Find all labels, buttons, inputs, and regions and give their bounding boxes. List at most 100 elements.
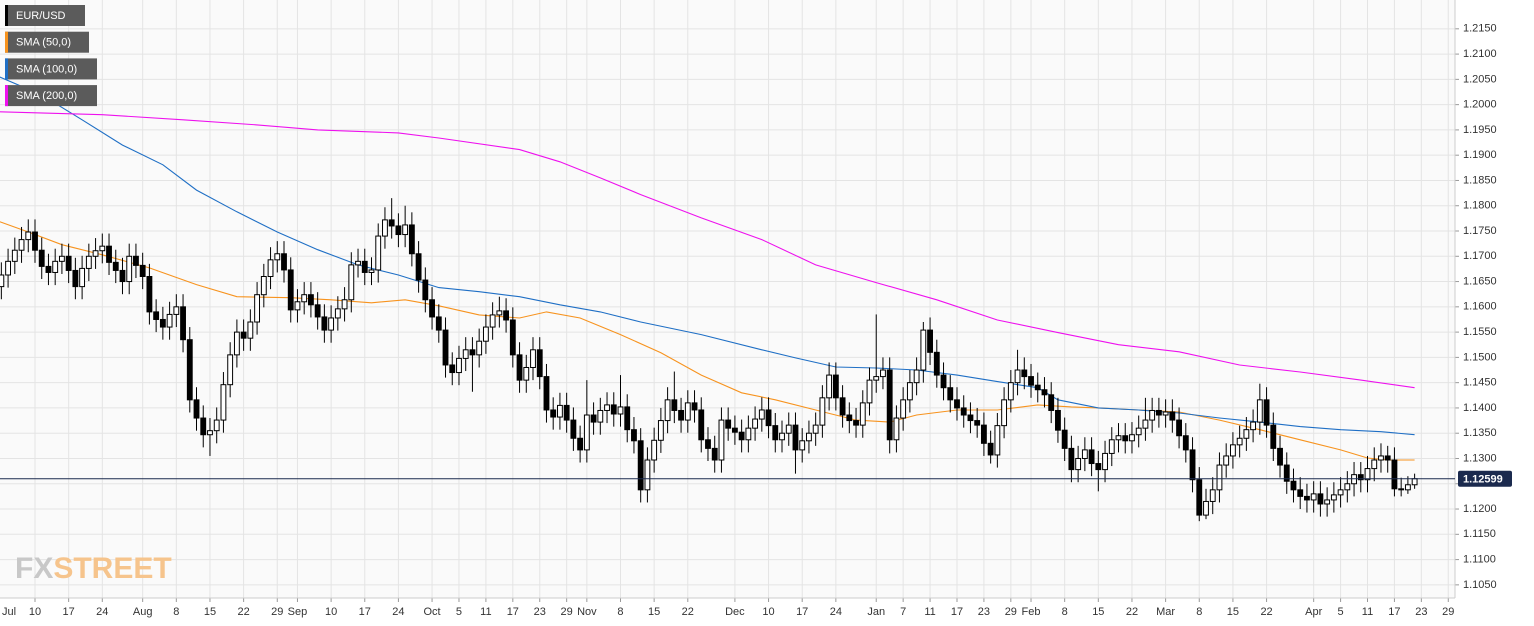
candle	[1398, 477, 1405, 497]
x-tick-label: 17	[796, 606, 808, 618]
candle-body	[920, 329, 927, 371]
candle	[496, 296, 503, 328]
x-tick-label: 22	[1126, 606, 1138, 618]
legend-box	[5, 31, 89, 53]
y-tick-label: 1.2150	[1463, 23, 1497, 35]
candle-body	[334, 308, 341, 319]
candle-body	[583, 414, 590, 451]
candle-body	[1384, 455, 1391, 461]
candle	[1216, 452, 1223, 503]
candle	[678, 397, 684, 433]
candle	[725, 407, 732, 441]
candle-body	[597, 409, 604, 423]
x-tick-label: 29	[561, 606, 573, 618]
candle-body	[1021, 369, 1028, 378]
candle-body	[233, 331, 240, 356]
candle-body	[1014, 369, 1021, 384]
candle	[1304, 483, 1310, 513]
candle	[792, 412, 799, 474]
candle	[752, 406, 759, 441]
candle-body	[153, 311, 160, 320]
candle	[960, 395, 967, 428]
candle-body	[617, 406, 624, 415]
candle	[92, 238, 99, 269]
candle-body	[301, 294, 308, 303]
candle	[1122, 423, 1129, 454]
legend-label: SMA (200,0)	[16, 90, 77, 102]
candle-body	[731, 427, 738, 433]
candle-body	[1330, 494, 1337, 501]
candle	[119, 257, 126, 295]
candle-body	[604, 404, 610, 411]
x-tick-label: 17	[63, 606, 75, 618]
current-price-label: 1.12599	[1463, 474, 1503, 486]
candle	[1250, 409, 1257, 443]
candle	[382, 207, 388, 249]
candle-body	[85, 255, 92, 269]
candle-body	[906, 382, 913, 401]
candle-body	[1404, 484, 1411, 491]
x-tick-label: 17	[951, 606, 963, 618]
candle	[516, 342, 523, 393]
candle-body	[530, 349, 536, 368]
y-tick-label: 1.2000	[1463, 99, 1497, 111]
candle-body	[1048, 394, 1055, 411]
candle	[72, 257, 79, 300]
candle	[233, 319, 240, 368]
candle	[980, 412, 987, 456]
candle	[711, 435, 718, 473]
x-tick-label: Jan	[867, 606, 885, 618]
candle-body	[1142, 419, 1149, 429]
candle	[180, 294, 186, 353]
candle	[281, 241, 287, 283]
candle-body	[368, 269, 375, 273]
candle-body	[987, 442, 994, 456]
candle-body	[563, 404, 570, 421]
candle-body	[853, 420, 859, 426]
candle	[1209, 477, 1216, 515]
candle	[617, 375, 624, 427]
candle-body	[1061, 429, 1068, 449]
candle	[812, 412, 819, 446]
legend: EUR/USD SMA (50,0) SMA (100,0) SMA (200,0)	[5, 5, 97, 107]
candle-body	[570, 419, 577, 439]
candle-body	[927, 329, 933, 353]
candle-body	[1398, 488, 1405, 491]
candle-body	[213, 419, 220, 432]
candle	[503, 298, 510, 333]
candle	[604, 392, 610, 424]
candle	[657, 407, 664, 453]
candle	[1297, 477, 1304, 510]
candle	[79, 255, 86, 300]
candle	[321, 304, 328, 343]
candle	[85, 243, 92, 282]
candle	[1061, 417, 1068, 462]
candle-body	[806, 432, 812, 442]
candle-body	[671, 399, 678, 411]
candle	[368, 257, 375, 286]
x-tick-label: 15	[648, 606, 660, 618]
candle-body	[792, 424, 799, 451]
x-tick-label: 24	[96, 606, 108, 618]
candle	[799, 428, 806, 463]
candle	[758, 397, 765, 432]
candle-body	[832, 374, 839, 399]
legend-item: SMA (100,0)	[5, 58, 97, 80]
candle	[476, 328, 483, 368]
candle-body	[960, 407, 967, 416]
candle	[880, 357, 886, 390]
candle-body	[462, 349, 469, 359]
candle	[58, 243, 65, 274]
candle-body	[1176, 419, 1182, 437]
candle	[731, 415, 738, 445]
candle-body	[126, 255, 133, 283]
candle-body	[880, 369, 886, 378]
candle-body	[725, 419, 732, 429]
candle-body	[1277, 447, 1283, 466]
candle	[0, 262, 5, 300]
candle-body	[523, 366, 530, 381]
candle	[1149, 397, 1156, 433]
candle	[294, 289, 301, 323]
candle-body	[435, 316, 442, 331]
candle-body	[139, 264, 146, 278]
